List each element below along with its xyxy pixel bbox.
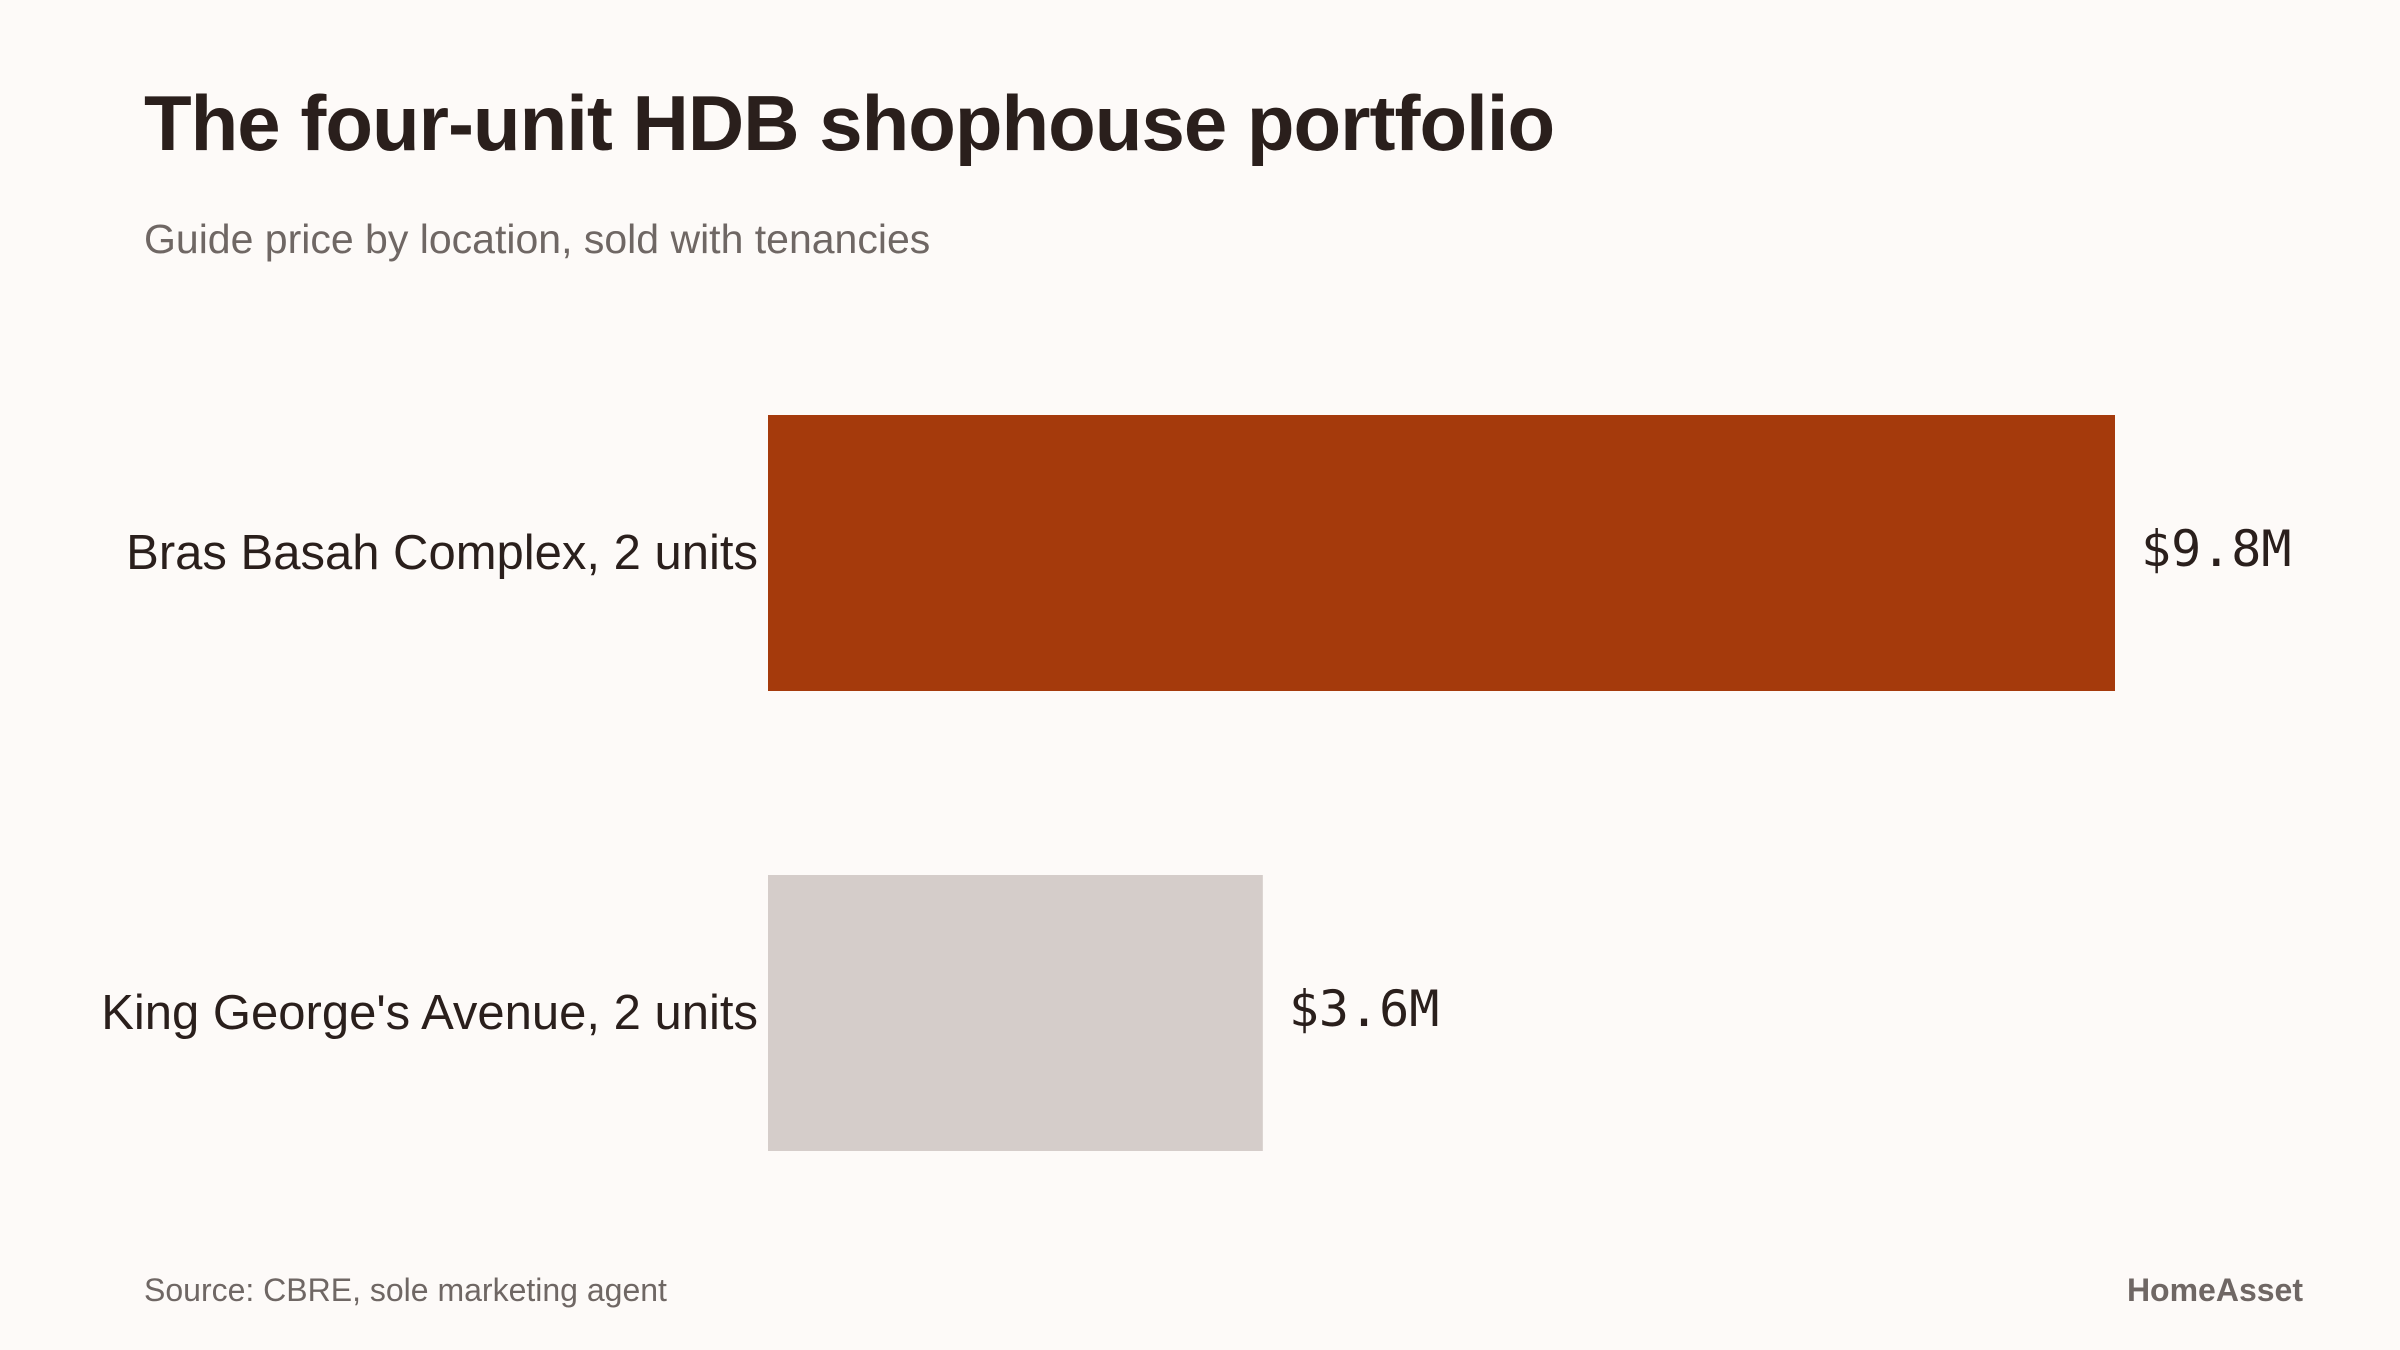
value-label-1: $3.6M	[1289, 980, 1440, 1038]
bar-0	[768, 415, 2115, 691]
source-note: Source: CBRE, sole marketing agent	[144, 1272, 667, 1308]
value-label-0: $9.8M	[2141, 520, 2292, 578]
brand-logo-text: HomeAsset	[2126, 1272, 2303, 1308]
category-label-1: King George's Avenue, 2 units	[101, 986, 758, 1040]
chart-subtitle: Guide price by location, sold with tenan…	[144, 216, 931, 262]
category-label-0: Bras Basah Complex, 2 units	[126, 526, 758, 580]
bar-1	[768, 875, 1263, 1151]
chart-title: The four-unit HDB shophouse portfolio	[144, 79, 1555, 167]
